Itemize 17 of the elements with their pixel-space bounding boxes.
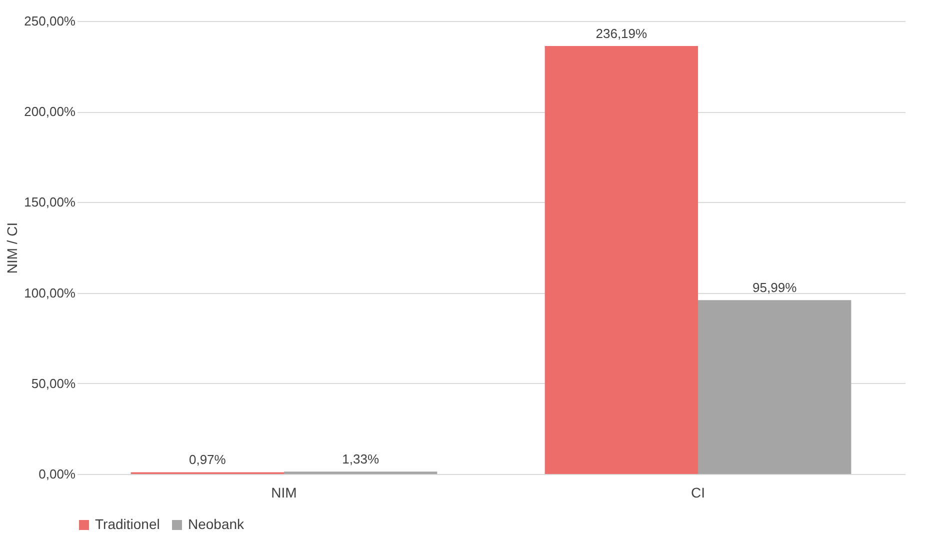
x-tick-label: NIM — [271, 484, 297, 500]
data-label: 1,33% — [342, 452, 380, 467]
legend-label: Neobank — [188, 516, 246, 532]
y-axis-title: NIM / CI — [4, 222, 20, 274]
y-tick-label: 100,00% — [24, 285, 76, 300]
bar — [544, 46, 698, 474]
y-tick-label: 200,00% — [24, 104, 76, 120]
y-tick-label: 150,00% — [24, 194, 76, 210]
data-label: 0,97% — [188, 452, 226, 468]
data-label: 95,99% — [752, 280, 798, 296]
bar — [698, 300, 852, 474]
data-label: 236,19% — [596, 26, 648, 42]
y-tick-label: 0,00% — [38, 466, 76, 482]
x-tick-label: CI — [691, 484, 705, 500]
y-tick-label: 50,00% — [31, 376, 76, 391]
legend-label: Traditionel — [95, 516, 160, 532]
y-tick-label: 250,00% — [24, 14, 76, 28]
